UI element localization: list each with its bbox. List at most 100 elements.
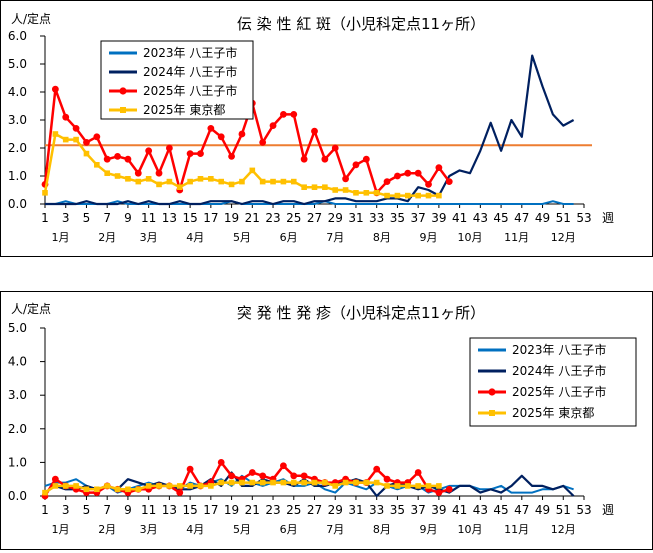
- data-point: [435, 489, 443, 497]
- data-point: [362, 155, 370, 163]
- data-point: [259, 479, 266, 486]
- x-tick-label: 43: [473, 503, 488, 517]
- data-point: [384, 483, 390, 489]
- data-point: [135, 178, 142, 185]
- data-point: [280, 462, 287, 470]
- chart-panel-erythema-infectiosum: 伝 染 性 紅 斑（小児科定点11ヶ所） 人/定点 0.0 1.0 2.0 3.0 4.0 5…: [0, 0, 653, 257]
- x-tick-label: 11: [141, 211, 156, 225]
- data-point: [415, 192, 421, 199]
- data-point: [394, 483, 401, 489]
- legend-label: 2025年 八王子市: [143, 83, 237, 98]
- data-point: [311, 184, 318, 190]
- legend-label: 2024年 八王子市: [512, 363, 606, 378]
- legend: 2023年 八王子市 2024年 八王子市 2025年 八王子市 2025年 東京都: [100, 40, 254, 120]
- data-point: [104, 483, 110, 489]
- data-point: [94, 162, 100, 168]
- data-point: [62, 113, 70, 121]
- data-point: [125, 176, 131, 182]
- x-tick-label: 27: [307, 211, 322, 225]
- legend-item: 2023年 八王子市: [109, 45, 237, 60]
- data-point: [269, 122, 277, 129]
- month-label: 5月: [233, 523, 251, 536]
- legend-item: 2025年 東京都: [478, 406, 594, 420]
- x-tick-label: 27: [307, 503, 322, 517]
- x-tick-label: 21: [245, 211, 260, 225]
- data-point: [414, 469, 422, 476]
- data-point: [270, 178, 276, 185]
- y-tick-label: 5.0: [8, 321, 27, 335]
- legend-item: 2025年 八王子市: [478, 384, 606, 399]
- data-point: [404, 192, 411, 199]
- month-label: 10月: [457, 523, 482, 536]
- data-point: [42, 489, 48, 496]
- data-point: [218, 479, 225, 486]
- data-point: [83, 139, 90, 146]
- legend-item: 2024年 八王子市: [109, 64, 237, 79]
- y-tick-label: 2.0: [8, 422, 27, 436]
- data-point: [176, 184, 183, 190]
- data-point: [239, 479, 245, 486]
- data-point: [238, 130, 246, 138]
- x-tick-label: 53: [576, 211, 591, 225]
- data-point: [51, 85, 59, 93]
- data-point: [425, 181, 432, 188]
- legend-item: 2024年 八王子市: [478, 363, 606, 378]
- y-tick-label: 1.0: [8, 455, 27, 469]
- month-label: 2月: [98, 231, 116, 244]
- series-line: [45, 200, 574, 205]
- data-point: [290, 111, 298, 118]
- x-tick-label: 7: [103, 211, 111, 225]
- data-point: [425, 483, 432, 489]
- data-point: [436, 483, 442, 489]
- data-point: [311, 479, 318, 486]
- data-point: [197, 176, 204, 182]
- x-tick-label: 39: [431, 211, 446, 225]
- data-point: [114, 173, 121, 179]
- x-tick-label: 41: [452, 503, 467, 517]
- data-point: [217, 459, 225, 466]
- x-tick-label: 37: [411, 211, 426, 225]
- month-label: 4月: [186, 231, 204, 244]
- data-point: [228, 153, 235, 160]
- legend-item: 2025年 八王子市: [109, 83, 237, 98]
- x-tick-label: 45: [493, 211, 508, 225]
- month-label: 3月: [140, 523, 158, 536]
- x-tick-label: 41: [452, 211, 467, 225]
- x-tick-label: 7: [103, 503, 111, 517]
- data-point: [83, 150, 90, 157]
- data-point: [114, 486, 121, 493]
- data-point: [51, 475, 59, 483]
- month-label: 4月: [186, 523, 204, 536]
- month-label: 1月: [52, 523, 70, 536]
- data-point: [301, 479, 307, 486]
- month-label: 9月: [420, 523, 438, 536]
- data-point: [322, 479, 328, 486]
- x-axis-suffix: 週: [602, 211, 614, 225]
- data-point: [383, 475, 391, 483]
- data-point: [436, 192, 442, 199]
- data-point: [249, 167, 256, 174]
- data-point: [394, 172, 401, 180]
- x-tick-label: 5: [83, 503, 91, 517]
- legend-item: 2023年 八王子市: [478, 342, 606, 357]
- y-tick-label: 1.0: [8, 169, 27, 183]
- data-point: [270, 479, 276, 486]
- data-point: [331, 144, 339, 152]
- legend-marker: [119, 87, 127, 95]
- x-tick-label: 15: [182, 211, 197, 225]
- y-tick-label: 6.0: [8, 29, 27, 43]
- legend-marker: [488, 388, 496, 396]
- chart-erythema-infectiosum: 伝 染 性 紅 斑（小児科定点11ヶ所） 人/定点 0.0 1.0 2.0 3.0 4.0 5…: [8, 11, 614, 244]
- month-label: 9月: [420, 231, 438, 244]
- data-point: [445, 485, 453, 493]
- x-tick-label: 25: [286, 503, 301, 517]
- x-tick-label: 3: [62, 211, 70, 225]
- y-tick-label: 5.0: [8, 57, 27, 71]
- data-point: [332, 187, 339, 193]
- legend-marker: [489, 410, 495, 416]
- data-point: [134, 169, 142, 177]
- x-tick-label: 35: [390, 503, 405, 517]
- month-label: 6月: [280, 523, 298, 536]
- legend-label: 2025年 八王子市: [512, 384, 606, 399]
- x-tick-label: 31: [348, 503, 363, 517]
